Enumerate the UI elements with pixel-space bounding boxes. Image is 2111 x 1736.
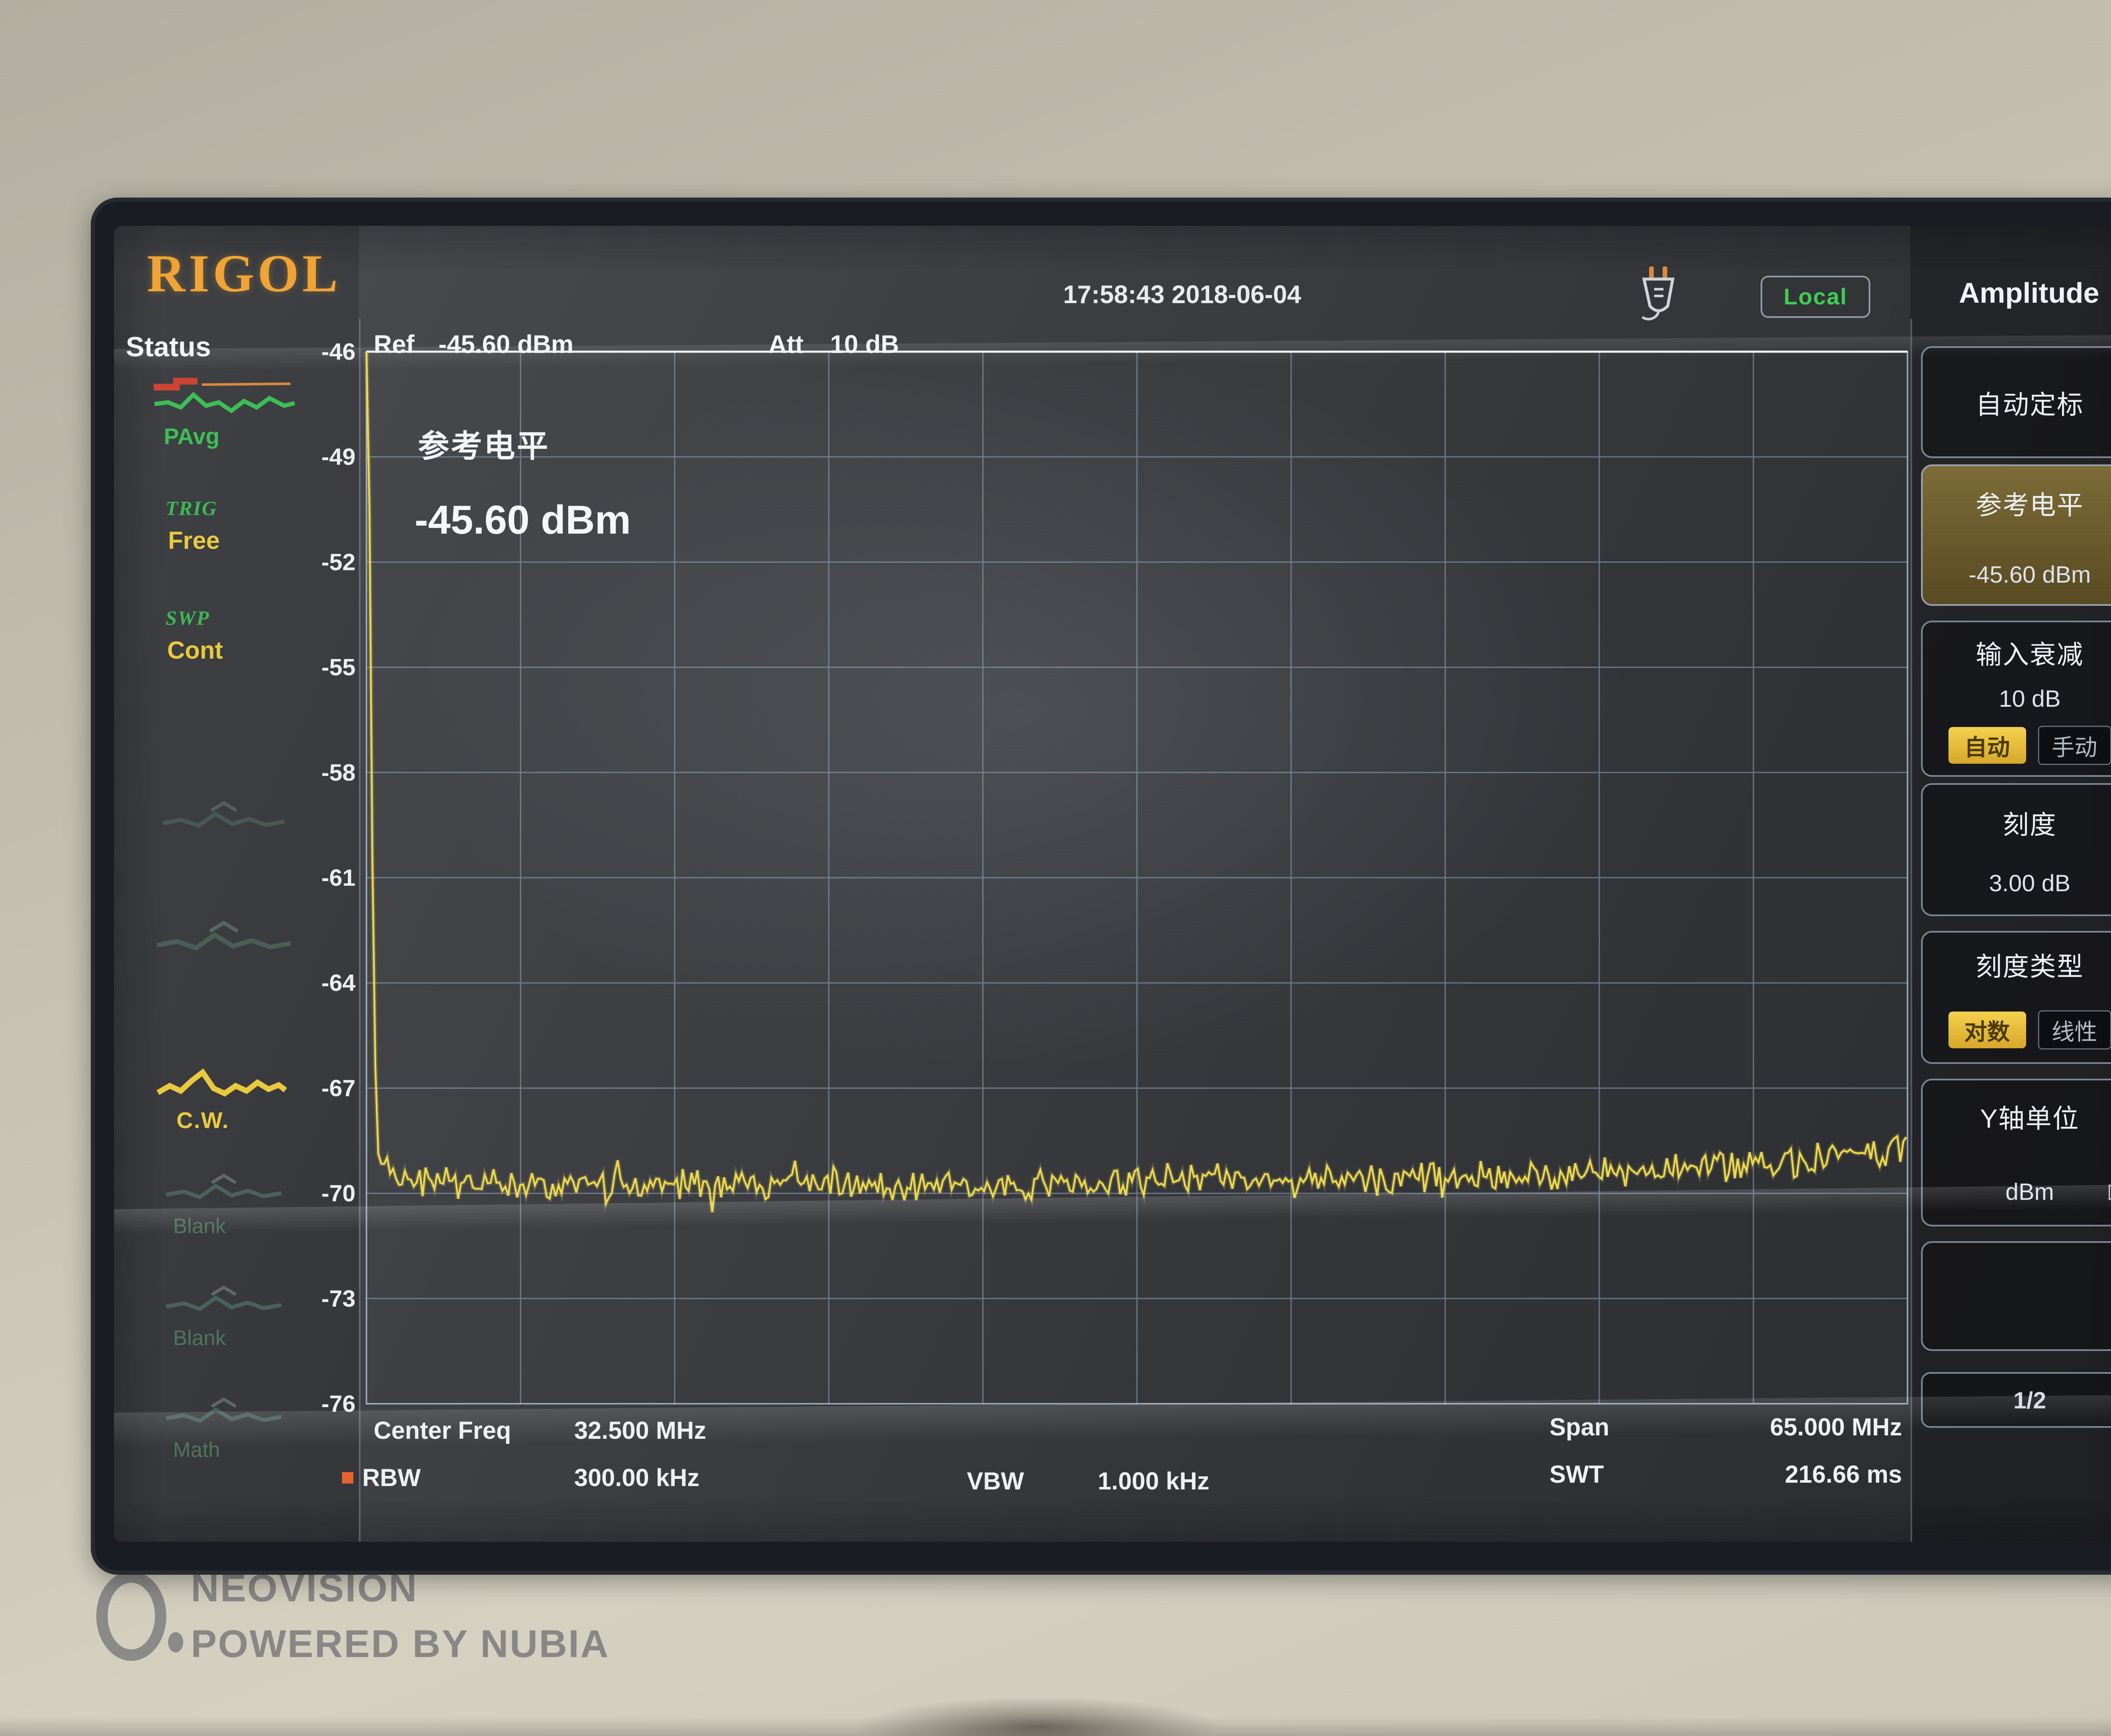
svg-text:-64: -64 [321,969,355,996]
rigol-logo: RIGOL [147,244,342,303]
ref-label: Ref [374,330,415,358]
center-freq-value: 32.500 MHz [574,1416,706,1445]
menu-title: Amplitude [1959,277,2100,309]
menu-button-input-atten[interactable]: 输入衰减 10 dB 自动 手动 [1921,621,2111,777]
menu-button-label: Y轴单位 [1980,1104,2080,1134]
rbw-value: 300.00 kHz [574,1464,700,1492]
menu-page-indicator[interactable]: 1/2 [1921,1372,2111,1428]
watermark-line2: POWERED BY NUBIA [191,1622,610,1665]
annotation-value: -45.60 dBm [415,497,631,542]
neovision-logo-icon [96,1571,166,1661]
menu-button-label: 输入衰减 [1975,640,2084,670]
toggle-auto[interactable]: 自动 [1948,727,2026,764]
toggle-manual[interactable]: 手动 [2038,726,2111,765]
menu-column-divider [1910,319,1912,1542]
menu-button-label: 刻度类型 [1975,952,2084,982]
status-item-trig-label: TRIG [166,497,217,520]
svg-text:-73: -73 [321,1285,355,1312]
dimmed-trace-icon [156,920,291,951]
dimmed-trace-icon [163,801,285,828]
rbw-label: RBW [362,1464,421,1492]
vbw-value: 1.000 kHz [1098,1467,1210,1495]
svg-text:-70: -70 [321,1180,355,1207]
submenu-arrow-icon: ▷ [2109,1178,2111,1203]
lcd-screen: RIGOL Status 17:58:43 2018-06-04 Local A… [114,226,2111,1542]
cw-wave-icon [156,1068,287,1097]
span-value: 65.000 MHz [1710,1413,1902,1441]
status-item-blank-1: Blank [173,1214,226,1238]
swt-label: SWT [1549,1461,1604,1488]
center-freq-label: Center Freq [374,1416,511,1445]
status-heading: Status [126,331,211,362]
svg-text:-76: -76 [321,1390,355,1417]
power-plug-icon [1642,266,1675,320]
status-column-divider [359,319,361,1542]
svg-text:-46: -46 [321,338,355,365]
menu-button-value: -45.60 dBm [1968,561,2091,588]
spectrum-plot: -46 -49 -52 -55 -58 -61 -64 -67 -70 -73 -76 [321,338,1908,1417]
menu-button-value: 3.00 dB [1989,870,2071,896]
case-bottom-edge [0,1717,2111,1736]
menu-button-y-unit[interactable]: Y轴单位 dBm ▷ [1921,1079,2111,1226]
status-item-pavg: PAvg [164,424,220,449]
att-readout: Att 10 dB [768,330,899,359]
swt-value: 216.66 ms [1785,1461,1902,1488]
status-column-shading [114,226,359,1542]
menu-button-scale[interactable]: 刻度 3.00 dB [1921,783,2111,916]
menu-button-label: 刻度 [2002,811,2057,840]
svg-text:-58: -58 [321,759,355,786]
status-item-cw: C.W. [176,1108,229,1133]
menu-button-value: dBm [2005,1178,2054,1205]
neovision-logo-dot-icon [168,1632,183,1652]
svg-text:-67: -67 [321,1074,355,1101]
screen-reflection-haze [410,353,1634,1070]
status-item-swp-value: Cont [167,637,223,664]
annotation-title: 参考电平 [418,429,550,464]
blank-trace-icon [166,1173,282,1199]
svg-text:-52: -52 [321,548,355,575]
menu-button-label: 自动定标 [1975,390,2084,420]
att-label: Att [768,330,803,358]
menu-button-label: 参考电平 [1975,491,2084,520]
svg-text:-61: -61 [321,864,355,891]
svg-text:-55: -55 [321,654,355,681]
timestamp: 17:58:43 2018-06-04 [1063,280,1301,309]
local-badge: Local [1761,276,1870,318]
menu-button-empty[interactable] [1921,1241,2111,1351]
menu-button-autoscale[interactable]: 自动定标 [1921,346,2111,458]
status-item-blank-2: Blank [173,1326,226,1350]
status-item-math: Math [173,1438,220,1462]
ref-readout: Ref -45.60 dBm [374,330,574,359]
menu-column-shading [1910,226,2111,1542]
status-item-trig-value: Free [168,527,220,554]
rbw-coupled-dot-icon [342,1472,353,1484]
pavg-trace-icon [154,378,296,414]
toggle-linear[interactable]: 线性 [2038,1010,2111,1050]
svg-text:-49: -49 [321,443,355,470]
status-item-swp-label: SWP [166,607,210,629]
span-label: Span [1549,1413,1609,1441]
menu-button-scale-type[interactable]: 刻度类型 对数 线性 [1921,931,2111,1064]
blank-trace-icon [166,1285,282,1311]
vbw-label: VBW [967,1467,1024,1495]
att-value: 10 dB [830,330,899,358]
menu-button-ref-level[interactable]: 参考电平 -45.60 dBm [1921,464,2111,606]
ref-value: -45.60 dBm [438,330,574,358]
menu-button-value: 10 dB [1999,685,2061,712]
toggle-log[interactable]: 对数 [1948,1012,2026,1048]
math-trace-icon [166,1397,282,1423]
